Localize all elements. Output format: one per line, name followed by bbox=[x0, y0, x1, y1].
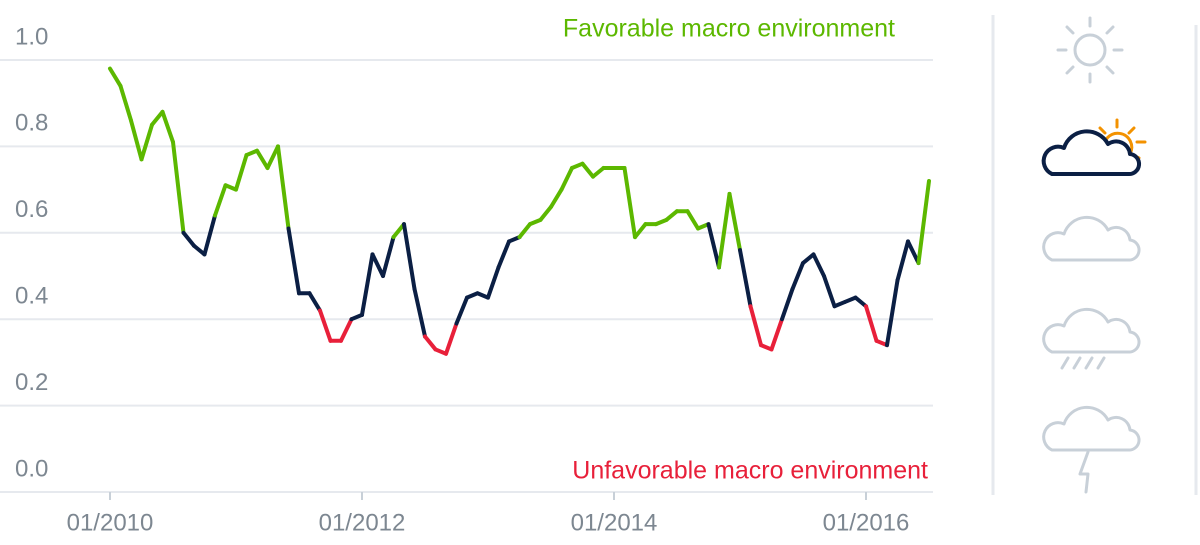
line-segment bbox=[181, 230, 196, 248]
storm-icon bbox=[1042, 405, 1141, 494]
line-segment bbox=[360, 252, 375, 317]
line-segment bbox=[916, 178, 931, 266]
cloud-icon bbox=[1042, 215, 1141, 262]
line-segment bbox=[118, 83, 133, 123]
line-segment bbox=[864, 304, 879, 343]
line-segment bbox=[234, 153, 249, 192]
line-segment bbox=[748, 304, 763, 348]
line-segment bbox=[192, 243, 207, 257]
line-segment bbox=[906, 239, 921, 266]
y-tick-label: 0.6 bbox=[15, 196, 48, 223]
line-segment bbox=[496, 239, 511, 270]
line-segment bbox=[664, 209, 679, 222]
line-segment bbox=[822, 274, 837, 309]
line-segment bbox=[391, 222, 406, 240]
line-segment bbox=[213, 183, 228, 218]
line-segment bbox=[286, 226, 301, 296]
line-segment bbox=[307, 291, 322, 313]
annotation: Favorable macro environment bbox=[563, 15, 895, 43]
line-segment bbox=[402, 222, 417, 291]
line-segment bbox=[801, 252, 816, 266]
line-segment bbox=[685, 209, 700, 231]
line-segment bbox=[738, 248, 753, 309]
line-segment bbox=[727, 191, 742, 253]
x-tick-label: 01/2016 bbox=[823, 509, 910, 536]
line-segment bbox=[160, 109, 175, 145]
line-segment bbox=[885, 278, 900, 348]
line-segment bbox=[633, 222, 648, 240]
line-segment bbox=[265, 144, 280, 170]
line-segment bbox=[150, 109, 165, 127]
y-tick-label: 0.0 bbox=[15, 455, 48, 482]
line-segment bbox=[559, 166, 574, 192]
line-segment bbox=[591, 166, 606, 179]
line-segment bbox=[895, 239, 910, 283]
line-segment bbox=[780, 286, 795, 322]
line-segment bbox=[412, 286, 427, 339]
line-segment bbox=[202, 213, 217, 257]
x-tick-label: 01/2012 bbox=[319, 509, 406, 536]
line-segment bbox=[622, 166, 637, 240]
y-tick-label: 0.8 bbox=[15, 110, 48, 137]
x-tick-label: 01/2014 bbox=[571, 509, 658, 536]
line-segment bbox=[255, 148, 270, 170]
sun-icon bbox=[1056, 16, 1124, 84]
line-segment bbox=[486, 265, 501, 300]
line-segment bbox=[706, 222, 721, 270]
line-segment bbox=[139, 122, 154, 162]
line-segment bbox=[339, 317, 354, 343]
x-tick-label: 01/2010 bbox=[67, 509, 154, 536]
line-segment bbox=[444, 321, 459, 356]
line-segment bbox=[318, 308, 333, 343]
line-segment bbox=[108, 66, 123, 88]
line-segment bbox=[538, 204, 553, 222]
line-segment bbox=[811, 252, 826, 278]
line-segment bbox=[171, 140, 186, 235]
line-segment bbox=[423, 334, 438, 352]
line-segment bbox=[580, 161, 595, 179]
rain-icon bbox=[1042, 307, 1141, 370]
line-segment bbox=[129, 118, 144, 162]
line-segment bbox=[717, 191, 732, 270]
line-segment bbox=[549, 187, 564, 209]
line-segment bbox=[769, 317, 784, 352]
y-tick-label: 0.2 bbox=[15, 369, 48, 396]
annotation: Unfavorable macro environment bbox=[572, 457, 928, 485]
line-segment bbox=[790, 261, 805, 291]
line-segment bbox=[381, 235, 396, 278]
y-tick-label: 0.4 bbox=[15, 283, 48, 310]
weather-icons bbox=[1041, 16, 1147, 494]
line-segment bbox=[853, 295, 868, 309]
line-segment bbox=[454, 295, 469, 326]
partly-cloudy-icon bbox=[1041, 118, 1147, 177]
line-segment bbox=[276, 144, 291, 231]
y-tick-label: 1.0 bbox=[15, 23, 48, 50]
line-segment bbox=[517, 222, 532, 240]
line-segment bbox=[370, 252, 385, 278]
